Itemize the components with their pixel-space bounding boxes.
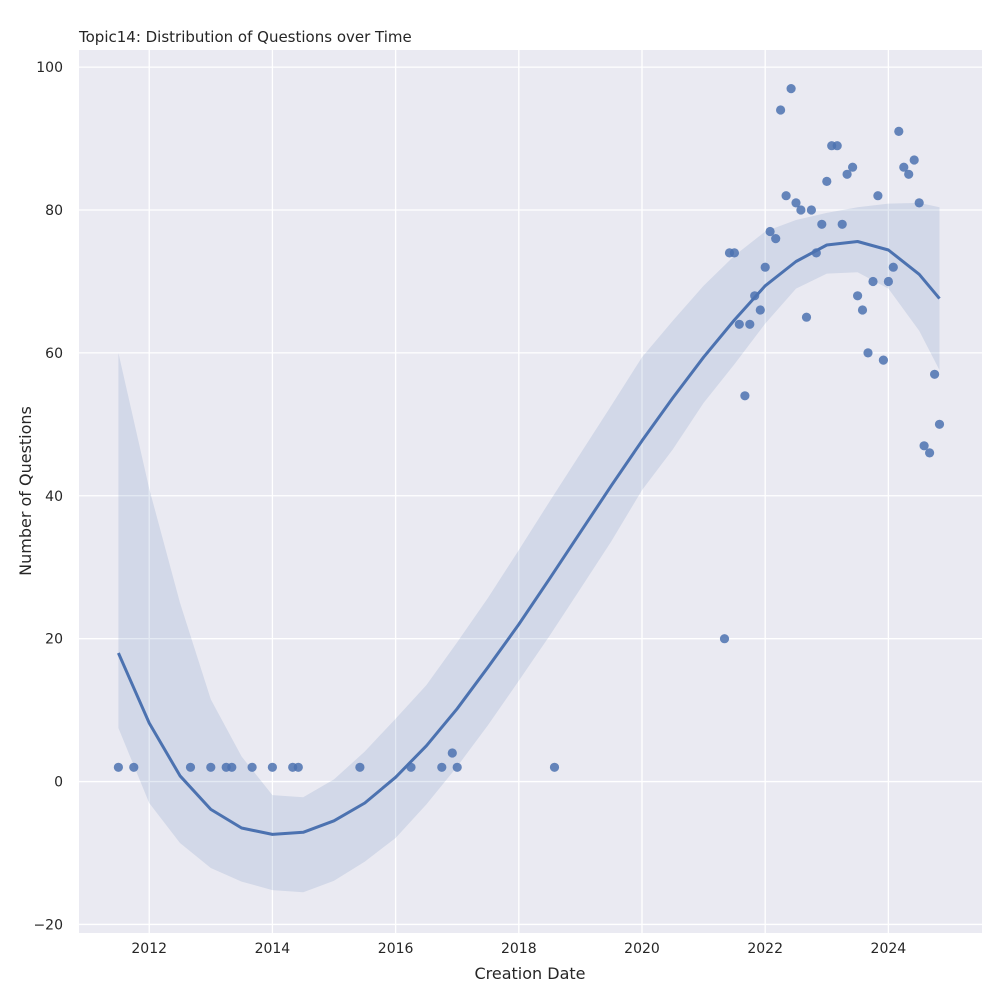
x-tick-label: 2022: [747, 941, 783, 957]
data-point: [729, 248, 740, 258]
data-point: [447, 748, 457, 758]
data-point: [781, 191, 791, 201]
data-point: [740, 391, 750, 401]
data-point: [734, 319, 744, 329]
data-point: [247, 762, 257, 772]
data-point: [786, 84, 796, 94]
y-tick-label: 0: [54, 775, 63, 791]
y-axis-label: Number of Questions: [16, 406, 35, 576]
data-point: [873, 191, 883, 201]
data-point: [909, 155, 919, 165]
data-point: [355, 762, 365, 772]
data-point: [267, 762, 277, 772]
data-point: [185, 762, 196, 772]
grid: [79, 50, 982, 933]
data-point: [771, 234, 781, 244]
data-point: [868, 276, 878, 287]
data-point: [806, 205, 817, 215]
x-axis-label: Creation Date: [474, 964, 585, 983]
data-point: [899, 162, 909, 172]
data-point: [452, 762, 462, 772]
data-point: [811, 248, 821, 258]
data-point: [776, 105, 786, 115]
data-point: [765, 226, 775, 237]
y-tick-label: −20: [33, 917, 63, 933]
data-point: [832, 141, 842, 151]
data-point: [888, 262, 898, 272]
x-tick-label: 2020: [624, 941, 660, 957]
data-point: [914, 198, 924, 208]
x-tick-label: 2024: [871, 941, 907, 957]
y-tick-label: 20: [45, 632, 63, 648]
data-point: [878, 355, 889, 365]
data-point: [719, 634, 730, 644]
data-point: [791, 198, 801, 208]
data-point: [822, 176, 832, 186]
data-point: [796, 205, 806, 215]
data-point: [925, 448, 935, 458]
data-point: [406, 762, 416, 772]
x-tick-label: 2014: [255, 941, 291, 957]
data-point: [227, 762, 237, 772]
y-tick-label: 60: [45, 346, 63, 362]
tick-labels: 2012 2014 2016 2018 2020 2022 2024 −20 0 20 40 60 80…: [33, 60, 906, 957]
plot-background: [79, 50, 982, 933]
y-tick-label: 40: [45, 489, 63, 505]
data-point: [853, 291, 863, 301]
data-point: [837, 219, 847, 229]
chart-title: Topic14: Distribution of Questions over …: [78, 28, 412, 46]
data-point: [801, 312, 812, 322]
data-point: [904, 169, 914, 179]
data-point: [129, 762, 139, 772]
x-tick-label: 2016: [378, 941, 414, 957]
x-tick-label: 2012: [131, 941, 167, 957]
x-tick-label: 2018: [501, 941, 537, 957]
y-tick-label: 80: [45, 203, 63, 219]
data-point: [755, 305, 765, 315]
data-point: [549, 762, 560, 772]
data-point: [745, 319, 755, 329]
data-point: [848, 162, 858, 172]
data-point: [919, 441, 929, 451]
data-point: [894, 126, 904, 136]
data-point: [930, 369, 940, 379]
data-point: [206, 762, 216, 772]
data-point: [293, 762, 303, 772]
data-points: [113, 84, 945, 772]
data-point: [863, 348, 873, 358]
data-point: [437, 762, 447, 772]
data-point: [113, 762, 123, 772]
data-point: [750, 291, 760, 301]
confidence-band: [118, 202, 940, 893]
data-point: [883, 276, 894, 287]
y-tick-label: 100: [36, 60, 63, 76]
data-point: [857, 305, 868, 315]
data-point: [817, 219, 827, 229]
regression-line: [117, 240, 941, 836]
data-point: [842, 169, 852, 179]
data-point: [760, 262, 770, 272]
data-point: [934, 419, 945, 429]
